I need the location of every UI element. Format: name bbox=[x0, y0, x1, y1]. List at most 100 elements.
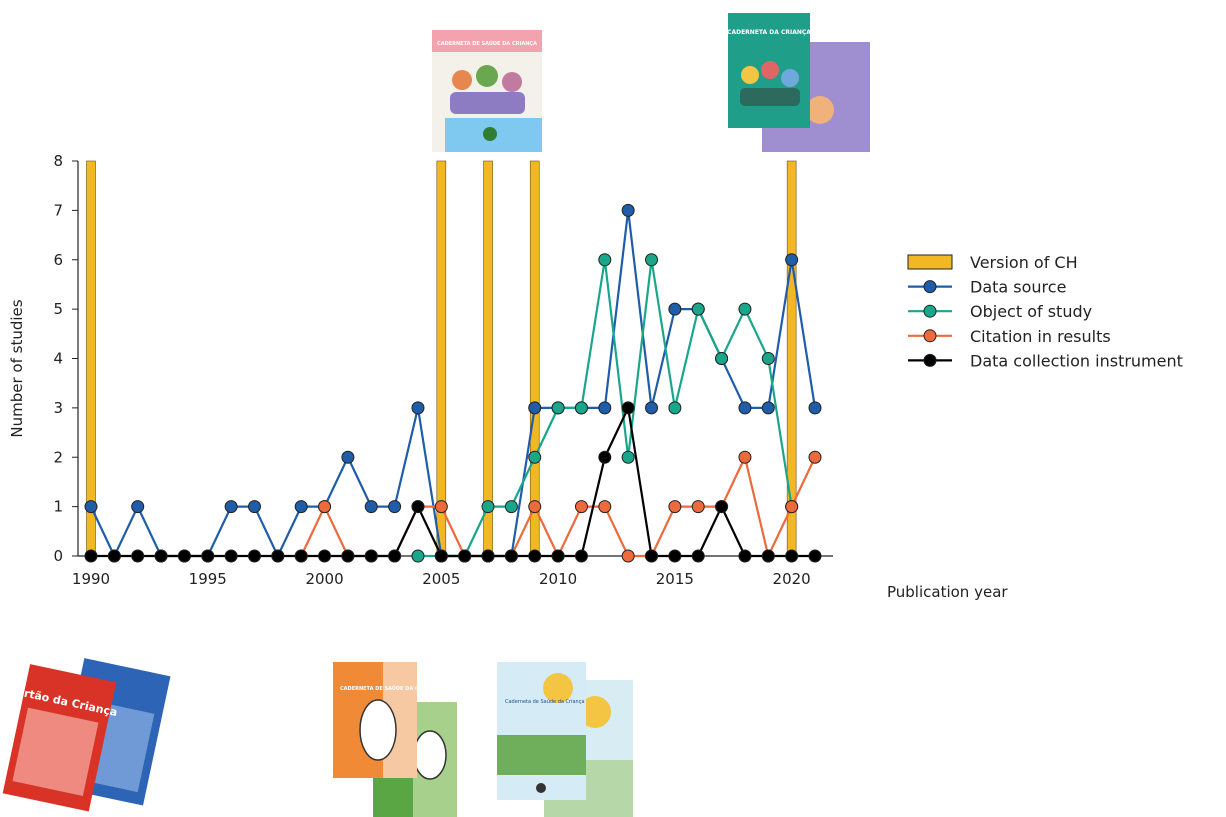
x-tick-label: 2000 bbox=[305, 570, 343, 588]
point-data-source-2004 bbox=[411, 401, 425, 415]
point-data-collection-instrument-1993 bbox=[154, 549, 168, 563]
point-citation-in-results-2020 bbox=[785, 500, 799, 514]
point-data-collection-instrument-2012 bbox=[598, 450, 612, 464]
point-data-source-2009 bbox=[528, 401, 542, 415]
line-data-source bbox=[90, 209, 817, 558]
point-data-source-1996 bbox=[224, 500, 238, 514]
y-tick-label: 5 bbox=[53, 300, 63, 318]
booklet-2005-title: CADERNETA DE SAÚDE DA CRIANÇA bbox=[437, 40, 537, 47]
y-ticks: 0 1 2 3 4 5 6 7 8 bbox=[53, 152, 78, 565]
point-data-collection-instrument-2014 bbox=[645, 549, 659, 563]
point-data-collection-instrument-2003 bbox=[388, 549, 402, 563]
bar-version-2007 bbox=[483, 160, 493, 557]
point-citation-in-results-2013 bbox=[621, 549, 635, 563]
point-citation-in-results-2018 bbox=[738, 450, 752, 464]
y-tick-label: 3 bbox=[53, 399, 63, 417]
point-data-source-1990 bbox=[84, 500, 98, 514]
x-tick-label: 1995 bbox=[189, 570, 227, 588]
point-data-collection-instrument-2008 bbox=[504, 549, 518, 563]
point-object-of-study-2009 bbox=[528, 450, 542, 464]
booklet-2020: CADERNETA DA CRIANÇA bbox=[727, 13, 870, 152]
axes: 1990 1995 2000 2005 2010 2015 2020 0 1 2 3 4 5 6 7 8 P… bbox=[8, 152, 1008, 601]
point-object-of-study-2014 bbox=[645, 253, 659, 267]
booklet-2009: Caderneta de Saúde da Criança bbox=[497, 662, 633, 817]
point-data-collection-instrument-1991 bbox=[107, 549, 121, 563]
legend: Version of CH Data source Object of study C… bbox=[907, 253, 1183, 370]
point-data-collection-instrument-2006 bbox=[458, 549, 472, 563]
point-data-source-2003 bbox=[388, 500, 402, 514]
x-axis-title: Publication year bbox=[887, 583, 1008, 601]
y-tick-label: 8 bbox=[53, 152, 63, 170]
point-citation-in-results-2011 bbox=[574, 500, 588, 514]
point-object-of-study-2019 bbox=[761, 352, 775, 365]
point-data-collection-instrument-1990 bbox=[84, 549, 98, 563]
legend-label-object-of-study: Object of study bbox=[970, 302, 1092, 321]
bar-version-2020 bbox=[786, 160, 797, 557]
x-tick-label: 2020 bbox=[773, 570, 811, 588]
series-lines bbox=[90, 209, 817, 558]
y-tick-label: 0 bbox=[53, 547, 63, 565]
point-data-source-2018 bbox=[738, 401, 752, 415]
x-tick-label: 2010 bbox=[539, 570, 577, 588]
point-data-collection-instrument-2019 bbox=[761, 549, 775, 563]
x-tick-label: 2015 bbox=[656, 570, 694, 588]
point-object-of-study-2007 bbox=[481, 500, 495, 514]
point-data-source-2015 bbox=[668, 302, 682, 316]
point-data-source-2001 bbox=[341, 450, 355, 464]
bar-version-2009 bbox=[529, 160, 540, 557]
y-tick-label: 4 bbox=[53, 350, 63, 368]
point-data-source-2021 bbox=[808, 401, 822, 415]
point-data-collection-instrument-2011 bbox=[574, 549, 588, 563]
point-citation-in-results-2000 bbox=[318, 500, 332, 514]
x-tick-label: 2005 bbox=[422, 570, 460, 588]
point-data-source-2020 bbox=[785, 253, 799, 267]
point-data-source-2019 bbox=[761, 401, 775, 415]
legend-marker-data-source bbox=[923, 280, 937, 294]
y-tick-label: 1 bbox=[53, 498, 63, 516]
point-object-of-study-2017 bbox=[715, 352, 729, 365]
y-tick-label: 6 bbox=[53, 251, 63, 269]
point-data-collection-instrument-1995 bbox=[201, 549, 215, 563]
booklet-1990: Cartão da Criança bbox=[2, 658, 171, 812]
point-citation-in-results-2005 bbox=[434, 500, 448, 514]
point-data-collection-instrument-2000 bbox=[318, 549, 332, 563]
point-object-of-study-2004 bbox=[411, 549, 425, 563]
booklet-2005: CADERNETA DE SAÚDE DA CRIANÇA bbox=[432, 30, 542, 152]
point-data-collection-instrument-2004 bbox=[411, 500, 425, 514]
point-citation-in-results-2016 bbox=[691, 500, 705, 514]
point-data-source-1992 bbox=[131, 500, 145, 514]
point-data-collection-instrument-2010 bbox=[551, 549, 565, 563]
point-data-collection-instrument-2009 bbox=[528, 549, 542, 563]
point-data-source-2012 bbox=[598, 401, 612, 415]
point-data-collection-instrument-2007 bbox=[481, 549, 495, 563]
point-object-of-study-2013 bbox=[621, 450, 635, 464]
point-object-of-study-2015 bbox=[668, 401, 682, 415]
point-data-collection-instrument-1996 bbox=[224, 549, 238, 563]
legend-label-data-source: Data source bbox=[970, 278, 1066, 297]
booklet-2007: CADERNETA DE SAÚDE DA CRIANÇA bbox=[333, 662, 457, 817]
booklet-images: CADERNETA DE SAÚDE DA CRIANÇA CADERNETA … bbox=[2, 13, 870, 817]
point-data-collection-instrument-2005 bbox=[434, 549, 448, 563]
point-data-collection-instrument-1994 bbox=[177, 549, 191, 563]
booklet-2020-title: CADERNETA DA CRIANÇA bbox=[727, 29, 811, 36]
booklet-2009-title: Caderneta de Saúde da Criança bbox=[505, 698, 585, 705]
point-data-source-2014 bbox=[645, 401, 659, 415]
point-object-of-study-2018 bbox=[738, 302, 752, 316]
point-data-collection-instrument-1992 bbox=[131, 549, 145, 563]
y-tick-label: 2 bbox=[53, 448, 63, 466]
point-data-source-1997 bbox=[247, 500, 261, 514]
point-data-collection-instrument-2002 bbox=[364, 549, 378, 563]
y-axis-title: Number of studies bbox=[8, 299, 26, 437]
legend-label-data-collection-instrument: Data collection instrument bbox=[970, 351, 1183, 370]
point-data-source-2013 bbox=[621, 203, 635, 217]
point-citation-in-results-2012 bbox=[598, 500, 612, 514]
point-object-of-study-2016 bbox=[691, 302, 705, 316]
legend-marker-data-collection-instrument bbox=[923, 353, 937, 367]
bar-version-2005 bbox=[436, 160, 447, 557]
point-data-collection-instrument-2013 bbox=[621, 401, 635, 415]
point-object-of-study-2008 bbox=[504, 500, 518, 514]
legend-label-citation-in-results: Citation in results bbox=[970, 327, 1111, 346]
legend-label-version-of-ch: Version of CH bbox=[970, 253, 1078, 272]
point-data-collection-instrument-1997 bbox=[247, 549, 261, 563]
